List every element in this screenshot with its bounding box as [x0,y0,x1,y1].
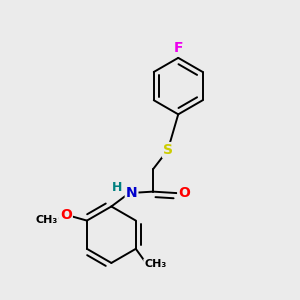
Text: S: S [163,143,173,157]
Text: CH₃: CH₃ [36,215,58,225]
Text: H: H [112,181,122,194]
Text: F: F [173,41,183,56]
Text: O: O [60,208,72,222]
Text: CH₃: CH₃ [144,260,166,269]
Text: N: N [126,186,137,200]
Text: O: O [178,186,190,200]
